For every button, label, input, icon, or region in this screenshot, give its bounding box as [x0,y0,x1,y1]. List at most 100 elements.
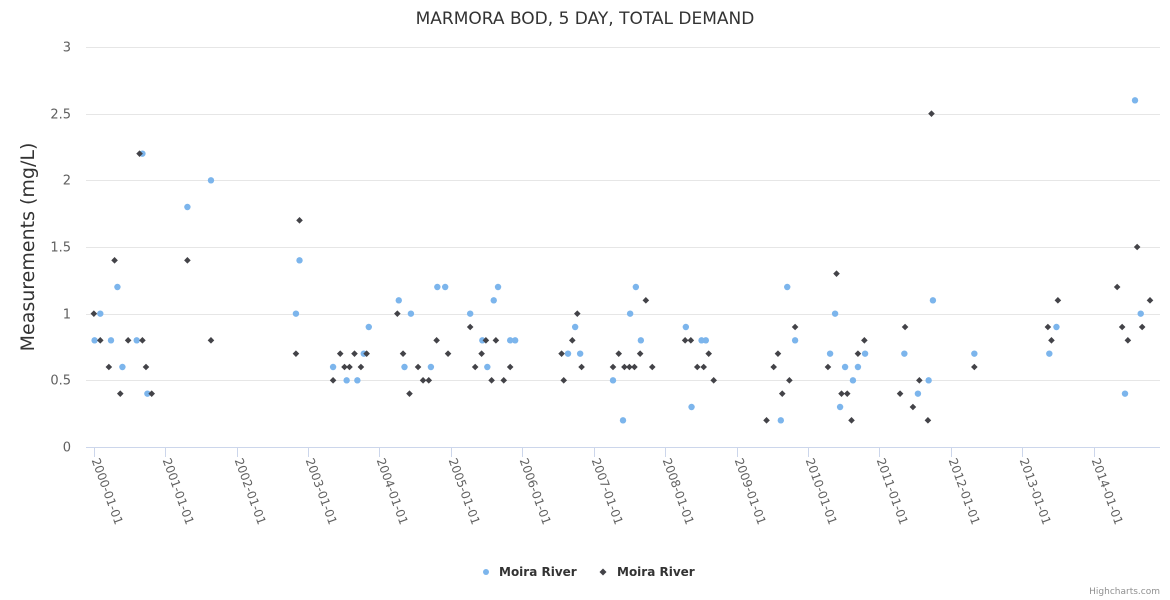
data-point-circle[interactable] [494,283,502,291]
data-point-diamond[interactable] [184,257,191,264]
data-point-diamond[interactable] [482,337,490,344]
data-point-circle[interactable] [831,310,839,317]
data-point-diamond[interactable] [901,323,909,331]
data-point-circle[interactable] [97,310,104,317]
data-point-diamond[interactable] [578,363,585,371]
data-point-diamond[interactable] [681,337,689,344]
data-point-circle[interactable] [107,337,115,344]
data-point-circle[interactable] [292,310,300,317]
data-point-circle[interactable] [296,257,303,264]
data-point-diamond[interactable] [478,350,485,357]
data-point-diamond[interactable] [1133,243,1141,251]
data-point-diamond[interactable] [791,323,799,331]
data-point-diamond[interactable] [357,363,365,371]
data-point-diamond[interactable] [631,363,638,371]
data-point-diamond[interactable] [433,337,440,344]
data-point-circle[interactable] [484,363,491,371]
data-point-circle[interactable] [395,297,402,304]
data-point-diamond[interactable] [1118,323,1126,331]
data-point-diamond[interactable] [626,363,633,371]
data-point-diamond[interactable] [351,350,358,357]
data-point-diamond[interactable] [854,350,862,357]
data-point-circle[interactable] [506,337,514,344]
data-point-diamond[interactable] [763,417,770,424]
data-point-circle[interactable] [571,323,579,331]
data-point-diamond[interactable] [419,377,427,384]
data-point-diamond[interactable] [786,377,793,384]
data-point-diamond[interactable] [142,363,150,371]
data-point-diamond[interactable] [833,270,840,277]
data-point-diamond[interactable] [1113,283,1121,291]
data-point-diamond[interactable] [615,350,623,357]
data-point-diamond[interactable] [1124,337,1132,344]
data-point-diamond[interactable] [207,337,215,344]
data-point-diamond[interactable] [848,417,855,424]
data-point-diamond[interactable] [148,390,155,397]
data-point-circle[interactable] [609,377,617,384]
data-point-circle[interactable] [849,377,857,384]
data-point-diamond[interactable] [642,297,650,304]
data-point-circle[interactable] [826,350,834,357]
data-point-diamond[interactable] [928,110,935,117]
data-point-circle[interactable] [925,377,932,384]
data-point-circle[interactable] [1131,97,1139,104]
data-point-diamond[interactable] [363,350,370,357]
data-point-circle[interactable] [407,310,415,317]
data-point-diamond[interactable] [924,417,932,424]
data-point-diamond[interactable] [425,377,433,384]
data-point-diamond[interactable] [770,363,777,371]
data-point-diamond[interactable] [111,257,118,264]
data-point-diamond[interactable] [500,377,508,384]
data-point-diamond[interactable] [394,310,401,317]
data-point-diamond[interactable] [648,363,656,371]
data-point-circle[interactable] [466,310,474,317]
legend-item-1[interactable]: Moira River [599,565,695,579]
data-point-diamond[interactable] [399,350,407,357]
data-point-circle[interactable] [441,283,449,291]
data-point-diamond[interactable] [710,377,717,384]
data-point-circle[interactable] [479,337,486,344]
data-point-circle[interactable] [854,363,862,371]
data-point-circle[interactable] [329,363,337,371]
data-point-circle[interactable] [354,377,361,384]
data-point-diamond[interactable] [568,337,576,344]
data-point-circle[interactable] [841,363,849,371]
data-point-circle[interactable] [434,283,441,291]
data-point-circle[interactable] [184,203,191,211]
data-point-circle[interactable] [564,350,572,357]
data-point-circle[interactable] [1046,350,1053,357]
data-point-diamond[interactable] [609,363,617,371]
data-point-diamond[interactable] [124,337,132,344]
data-point-circle[interactable] [427,363,435,371]
data-point-diamond[interactable] [488,377,495,384]
data-point-diamond[interactable] [136,150,143,157]
data-point-diamond[interactable] [336,350,344,357]
data-point-diamond[interactable] [406,390,413,397]
data-point-diamond[interactable] [560,377,568,384]
data-point-diamond[interactable] [329,377,337,384]
data-point-diamond[interactable] [916,377,923,384]
data-point-diamond[interactable] [778,390,786,397]
data-point-diamond[interactable] [1054,297,1062,304]
data-point-diamond[interactable] [414,363,422,371]
data-point-diamond[interactable] [1146,297,1154,304]
data-point-circle[interactable] [914,390,922,397]
data-point-circle[interactable] [702,337,710,344]
data-point-diamond[interactable] [971,363,978,371]
data-point-diamond[interactable] [1138,323,1146,331]
data-point-diamond[interactable] [693,363,701,371]
data-point-diamond[interactable] [1048,337,1055,344]
legend-label-1[interactable]: Moira River [617,565,695,579]
data-point-diamond[interactable] [558,350,565,357]
data-point-circle[interactable] [861,350,869,357]
data-point-diamond[interactable] [861,337,868,344]
data-point-diamond[interactable] [492,337,500,344]
data-point-circle[interactable] [1053,323,1060,331]
data-point-circle[interactable] [929,297,937,304]
data-point-diamond[interactable] [105,363,113,371]
data-point-diamond[interactable] [838,390,845,397]
data-point-diamond[interactable] [346,363,353,371]
data-point-circle[interactable] [490,297,497,304]
data-point-diamond[interactable] [896,390,904,397]
data-point-diamond[interactable] [636,350,644,357]
